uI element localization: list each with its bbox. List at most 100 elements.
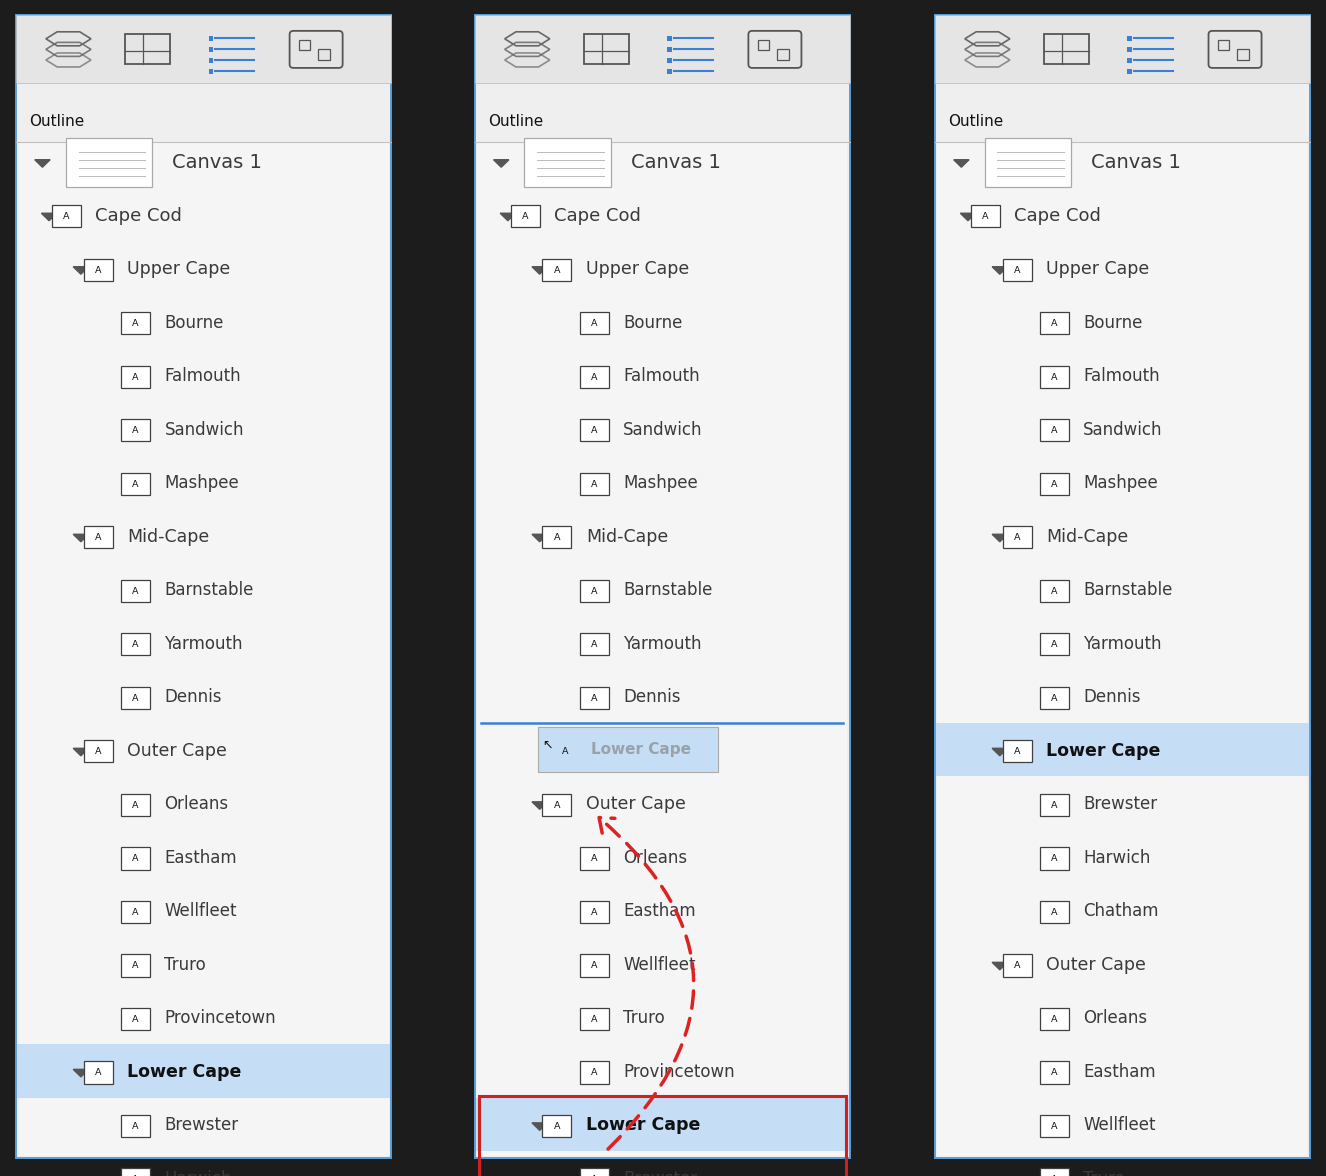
Text: A: A	[1052, 801, 1057, 810]
Bar	[667, 47, 672, 52]
Polygon shape	[953, 160, 969, 167]
Text: A: A	[1014, 747, 1020, 756]
Bar	[579, 633, 609, 655]
Text: Barnstable: Barnstable	[623, 581, 712, 600]
Text: A: A	[554, 1122, 560, 1131]
Text: A: A	[591, 1068, 597, 1077]
Text: Bourne: Bourne	[623, 314, 683, 332]
Bar	[971, 205, 1000, 227]
Text: A: A	[562, 747, 568, 756]
Text: Chatham: Chatham	[1083, 902, 1159, 921]
Text: A: A	[591, 319, 597, 328]
Text: Outer Cape: Outer Cape	[127, 742, 227, 760]
Bar	[579, 954, 609, 976]
Bar	[475, 15, 850, 83]
Text: Dennis: Dennis	[623, 688, 680, 707]
Bar	[318, 49, 330, 60]
Bar	[121, 473, 150, 495]
Text: Truro: Truro	[1083, 1170, 1124, 1176]
Polygon shape	[500, 213, 516, 221]
Bar	[84, 740, 113, 762]
Polygon shape	[34, 160, 50, 167]
Bar	[579, 847, 609, 869]
Polygon shape	[992, 534, 1008, 542]
Text: A: A	[133, 961, 138, 970]
Text: Harwich: Harwich	[164, 1170, 232, 1176]
Text: Orleans: Orleans	[623, 849, 687, 867]
Polygon shape	[73, 1069, 89, 1077]
Bar	[1002, 954, 1032, 976]
Text: Upper Cape: Upper Cape	[1046, 260, 1150, 279]
Bar	[1040, 901, 1069, 923]
Bar	[542, 259, 572, 281]
Text: A: A	[522, 212, 528, 221]
Text: A: A	[133, 694, 138, 703]
Bar	[121, 419, 150, 441]
Text: Barnstable: Barnstable	[1083, 581, 1172, 600]
Text: A: A	[1052, 480, 1057, 489]
Text: Orleans: Orleans	[1083, 1009, 1147, 1028]
Text: A: A	[95, 747, 101, 756]
Bar	[84, 1061, 113, 1083]
Text: Eastham: Eastham	[1083, 1063, 1156, 1081]
Bar	[1040, 687, 1069, 709]
Text: Dennis: Dennis	[1083, 688, 1140, 707]
Text: Dennis: Dennis	[164, 688, 221, 707]
FancyArrowPatch shape	[599, 817, 693, 1149]
Bar	[208, 36, 213, 41]
Bar	[579, 1008, 609, 1030]
Text: Sandwich: Sandwich	[1083, 421, 1163, 439]
Text: Lower Cape: Lower Cape	[586, 1116, 700, 1135]
Bar	[1127, 36, 1132, 41]
Text: Orleans: Orleans	[164, 795, 228, 814]
Text: A: A	[1014, 533, 1020, 542]
Bar	[121, 580, 150, 602]
Bar	[121, 794, 150, 816]
Text: A: A	[554, 266, 560, 275]
Bar	[1040, 1061, 1069, 1083]
Bar	[208, 69, 213, 74]
Text: A: A	[1052, 854, 1057, 863]
Bar	[84, 526, 113, 548]
Bar	[1040, 847, 1069, 869]
Text: Wellfleet: Wellfleet	[623, 956, 696, 974]
Text: A: A	[1052, 1122, 1057, 1131]
Bar	[579, 419, 609, 441]
Bar	[1002, 740, 1032, 762]
Text: Provincetown: Provincetown	[164, 1009, 276, 1028]
Text: A: A	[591, 587, 597, 596]
Bar	[121, 901, 150, 923]
Text: Outline: Outline	[488, 114, 544, 128]
Bar	[579, 312, 609, 334]
Bar	[84, 259, 113, 281]
Text: A: A	[591, 908, 597, 917]
Bar	[121, 1008, 150, 1030]
Text: Mashpee: Mashpee	[1083, 474, 1158, 493]
Text: Falmouth: Falmouth	[164, 367, 241, 386]
Bar	[208, 58, 213, 62]
Polygon shape	[41, 213, 57, 221]
Text: Outer Cape: Outer Cape	[586, 795, 686, 814]
Text: A: A	[133, 908, 138, 917]
Text: A: A	[591, 1015, 597, 1024]
Text: Mid-Cape: Mid-Cape	[586, 528, 668, 546]
Bar	[1002, 526, 1032, 548]
Bar	[525, 138, 611, 187]
Text: A: A	[133, 1122, 138, 1131]
Text: A: A	[1052, 694, 1057, 703]
Text: Falmouth: Falmouth	[623, 367, 700, 386]
Text: A: A	[1052, 640, 1057, 649]
Text: Cape Cod: Cape Cod	[554, 207, 642, 225]
Bar	[121, 1168, 150, 1176]
Bar	[936, 723, 1309, 776]
Bar	[19, 142, 389, 1156]
Polygon shape	[532, 267, 548, 274]
Text: A: A	[591, 854, 597, 863]
Bar	[935, 15, 1310, 83]
Text: A: A	[1052, 587, 1057, 596]
Bar	[475, 15, 850, 1158]
Text: Mid-Cape: Mid-Cape	[1046, 528, 1128, 546]
Text: Outline: Outline	[948, 114, 1004, 128]
Bar	[121, 633, 150, 655]
Bar	[583, 34, 629, 65]
